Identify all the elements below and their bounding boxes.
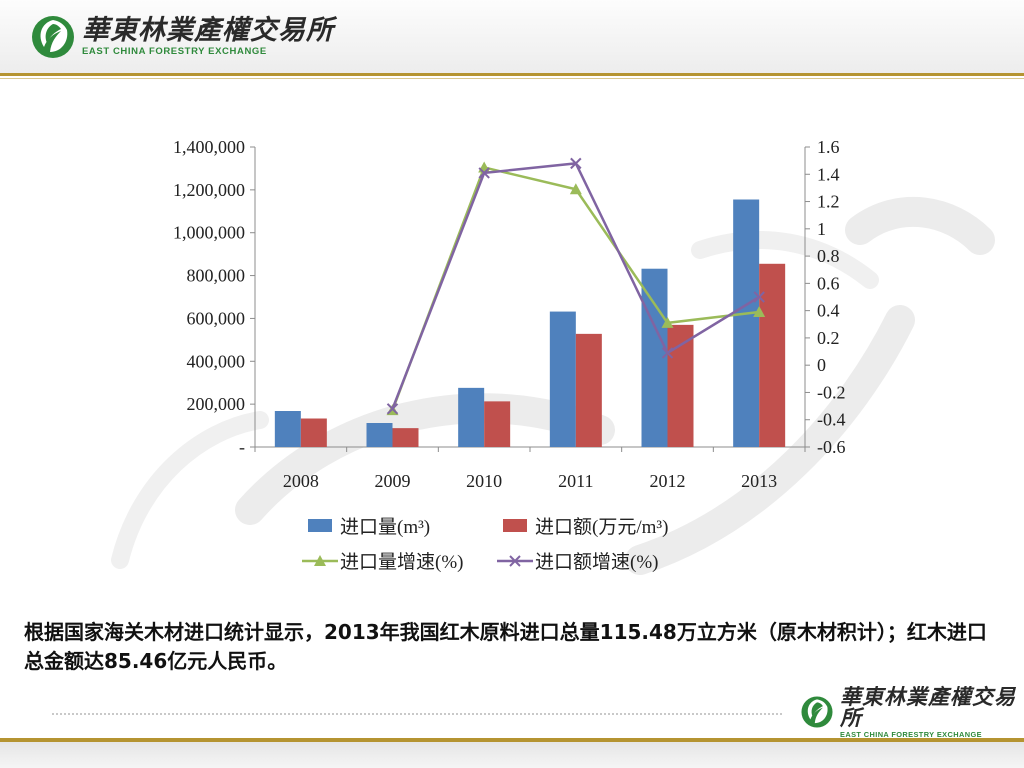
- footer-rule: [0, 738, 1024, 742]
- bar-amount: [484, 401, 511, 447]
- footer-dotted-rule: [52, 713, 782, 715]
- y2-tick-label: 0.2: [817, 328, 840, 348]
- y-tick-label: 800,000: [187, 266, 246, 286]
- y-tick-label: 400,000: [187, 351, 246, 371]
- y2-tick-label: 1: [817, 219, 826, 239]
- point-volume-growth: [753, 306, 766, 317]
- legend-label: 进口额(万元/m³): [535, 516, 668, 538]
- point-amount-growth: [386, 403, 399, 415]
- y2-tick-label: 0.4: [817, 301, 840, 321]
- y-tick-label: 1,000,000: [173, 223, 245, 243]
- y-tick-label: -: [239, 437, 245, 457]
- header-rule-thin: [0, 78, 1024, 79]
- x-tick-label: 2009: [375, 471, 411, 491]
- x-tick-label: 2013: [741, 471, 777, 491]
- x-tick-label: 2011: [558, 471, 593, 491]
- bar-amount: [575, 333, 602, 447]
- logo-leaf-icon: [30, 14, 76, 60]
- caption-text: 根据国家海关木材进口统计显示，2013年我国红木原料进口总量115.48万立方米…: [24, 620, 987, 673]
- bar-volume: [274, 411, 301, 447]
- legend-marker: [314, 555, 326, 566]
- y2-tick-label: 1.4: [817, 164, 840, 184]
- footer-logo-en-text: EAST CHINA FORESTRY EXCHANGE: [840, 730, 982, 739]
- legend-swatch: [308, 519, 332, 532]
- header-band: [0, 0, 1024, 76]
- bar-amount: [667, 324, 694, 447]
- footer-logo: 華東林業產權交易所 EAST CHINA FORESTRY EXCHANGE: [800, 686, 1024, 738]
- point-amount-growth: [753, 291, 765, 303]
- y-tick-label: 1,200,000: [173, 180, 245, 200]
- logo-en-text: EAST CHINA FORESTRY EXCHANGE: [82, 46, 267, 58]
- y2-tick-label: -0.4: [817, 410, 846, 430]
- bar-amount: [392, 428, 419, 447]
- x-tick-label: 2012: [650, 471, 686, 491]
- point-amount-growth: [570, 157, 582, 170]
- legend-swatch: [503, 519, 527, 532]
- header-rule: [0, 73, 1024, 76]
- bar-volume: [458, 387, 485, 447]
- y2-tick-label: 1.6: [817, 137, 840, 157]
- bar-volume: [366, 423, 393, 447]
- bar-volume: [549, 311, 576, 447]
- bar-amount: [759, 263, 786, 447]
- y2-tick-label: 0.6: [817, 273, 840, 293]
- legend-label: 进口量(m³): [340, 516, 430, 538]
- y-tick-label: 1,400,000: [173, 137, 245, 157]
- point-volume-growth: [478, 161, 491, 173]
- footer-logo-cn-text: 華東林業產權交易所: [840, 684, 1016, 730]
- legend-label: 进口额增速(%): [535, 551, 658, 573]
- x-tick-label: 2010: [466, 471, 502, 491]
- y2-tick-label: 0: [817, 355, 826, 375]
- point-amount-growth: [661, 347, 674, 359]
- bar-volume: [733, 199, 760, 447]
- point-volume-growth: [661, 316, 674, 328]
- x-tick-label: 2008: [283, 471, 319, 491]
- y2-tick-label: -0.6: [817, 437, 846, 457]
- y-tick-label: 600,000: [187, 308, 246, 328]
- legend-label: 进口量增速(%): [340, 551, 463, 573]
- footer-logo-leaf-icon: [800, 695, 834, 729]
- header-logo: 華東林業產權交易所 EAST CHINA FORESTRY EXCHANGE: [30, 14, 334, 60]
- point-amount-growth: [478, 167, 490, 179]
- y2-tick-label: 1.2: [817, 192, 840, 212]
- y2-tick-label: 0.8: [817, 246, 840, 266]
- footer-band: [0, 738, 1024, 768]
- y-tick-label: 200,000: [187, 394, 246, 414]
- logo-cn-text: 華東林業產權交易所: [82, 15, 334, 47]
- y2-tick-label: -0.2: [817, 382, 846, 402]
- bar-amount: [300, 418, 327, 447]
- legend-marker: [509, 555, 521, 567]
- point-volume-growth: [569, 183, 582, 195]
